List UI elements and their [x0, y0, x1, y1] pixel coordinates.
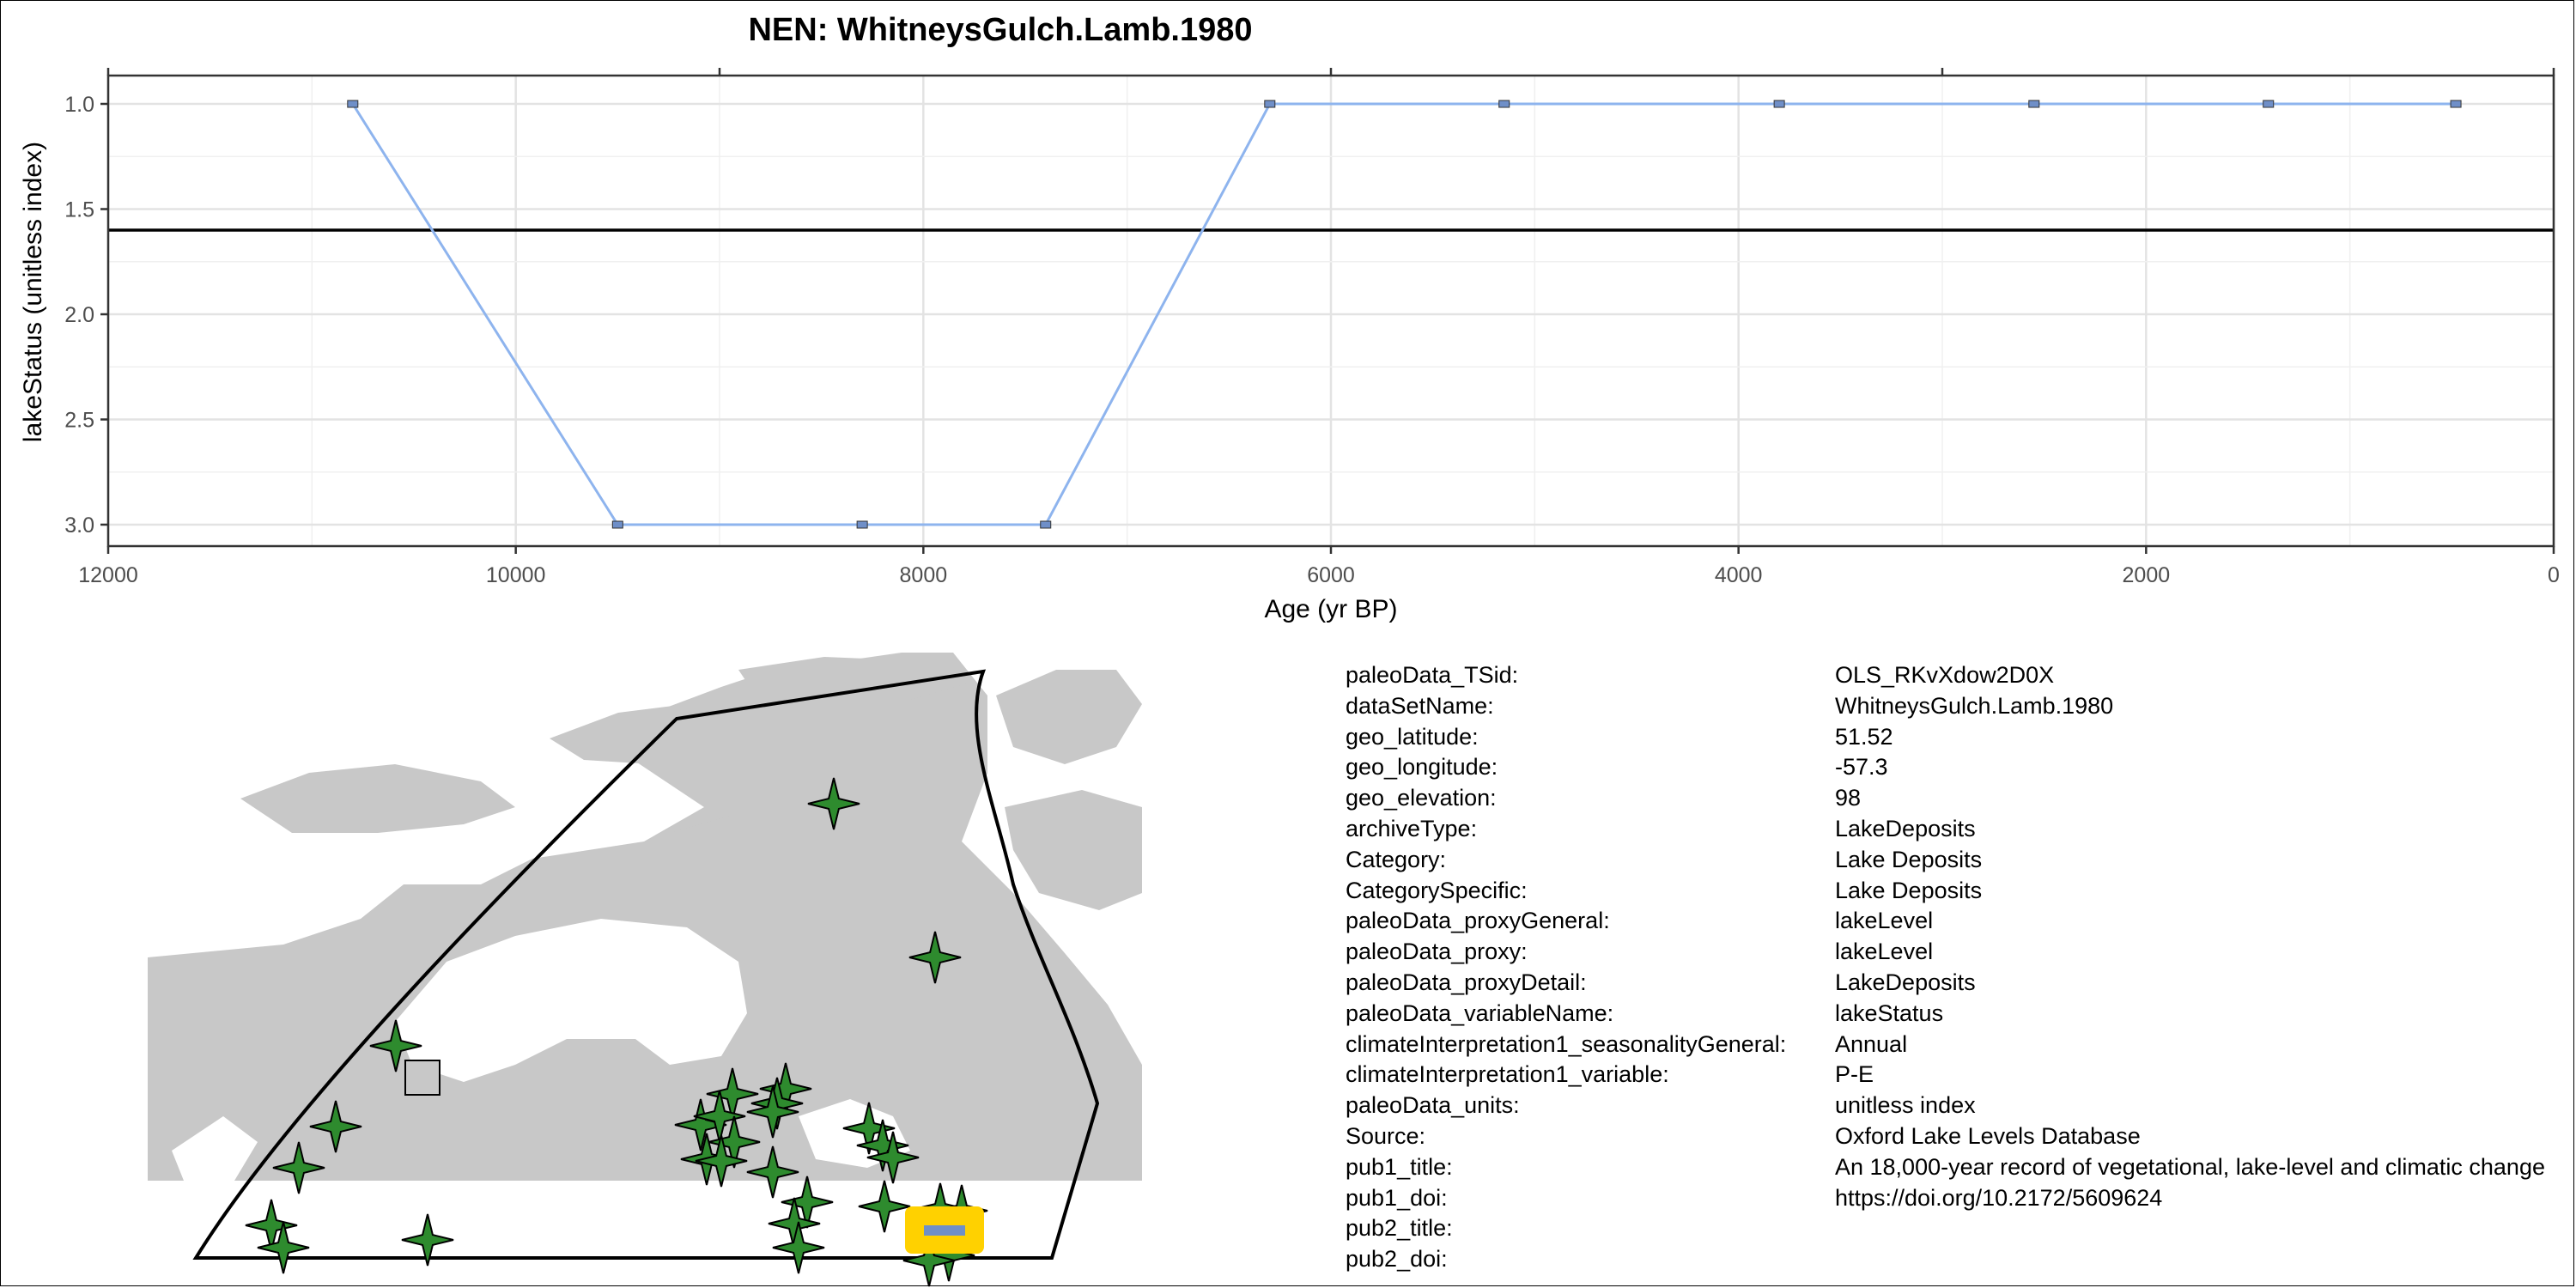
metadata-key: pub1_doi:: [1346, 1184, 1448, 1211]
metadata-value: unitless index: [1835, 1092, 1976, 1119]
data-point: [856, 520, 868, 529]
metadata-value: lakeStatus: [1835, 999, 1944, 1026]
metadata-value: 98: [1835, 785, 1862, 811]
y-tick-label: 2.5: [64, 409, 94, 433]
metadata-key: pub2_doi:: [1346, 1246, 1448, 1273]
site-star-marker: [772, 1221, 825, 1274]
metadata-key: geo_latitude:: [1346, 723, 1479, 750]
metadata-key: pub2_title:: [1346, 1215, 1453, 1242]
metadata-value: An 18,000-year record of vegetational, l…: [1835, 1153, 2545, 1180]
site-star-marker: [746, 1085, 799, 1139]
site-star-marker: [902, 1234, 956, 1287]
data-point: [1040, 520, 1052, 529]
site-star-marker: [807, 777, 860, 830]
site-star-marker: [866, 1131, 920, 1184]
y-tick-label: 1.0: [64, 93, 94, 117]
metadata-value: Annual: [1835, 1030, 1908, 1057]
data-point: [1773, 100, 1785, 108]
site-star-marker: [401, 1213, 454, 1267]
site-star-marker: [858, 1180, 911, 1233]
metadata-value: lakeLevel: [1835, 908, 1934, 934]
metadata-value: Lake Deposits: [1835, 846, 1983, 872]
metadata-key: paleoData_proxy:: [1346, 939, 1528, 965]
x-tick-label: 8000: [900, 563, 948, 587]
x-axis-label: Age (yr BP): [1264, 595, 1397, 623]
metadata-key: pub1_title:: [1346, 1153, 1453, 1180]
site-map: [148, 653, 1142, 1287]
metadata-key: climateInterpretation1_variable:: [1346, 1061, 1669, 1088]
metadata-value: OLS_RKvXdow2D0X: [1835, 662, 2055, 688]
axes: 12000 10000 8000 6000 4000 2000 0 1.0 1.5 2.0 2.5 3…: [64, 68, 2560, 587]
metadata-key: climateInterpretation1_seasonalityGenera…: [1346, 1030, 1787, 1057]
metadata-key: paleoData_variableName:: [1346, 999, 1614, 1026]
data-point: [2028, 100, 2040, 108]
metadata-value: WhitneysGulch.Lamb.1980: [1835, 692, 2114, 719]
data-point: [347, 100, 359, 108]
metadata-value: LakeDeposits: [1835, 969, 1976, 995]
line-chart: 12000 10000 8000 6000 4000 2000 0 1.0 1.5 2.0 2.5 3…: [19, 68, 2560, 623]
metadata-key: paleoData_units:: [1346, 1092, 1520, 1119]
x-tick-label: 6000: [1307, 563, 1355, 587]
data-point: [1498, 100, 1510, 108]
x-tick-label: 2000: [2123, 563, 2171, 587]
chart-title: NEN: WhitneysGulch.Lamb.1980: [748, 12, 1253, 48]
region-boundary: [192, 669, 1100, 1260]
x-tick-label: 0: [2548, 563, 2560, 587]
land-masses: [148, 653, 1142, 1181]
grid: [106, 76, 2555, 546]
metadata-key: dataSetName:: [1346, 692, 1494, 719]
metadata-value: -57.3: [1835, 754, 1888, 781]
site-star-marker: [309, 1100, 362, 1153]
y-tick-label: 1.5: [64, 198, 94, 222]
data-point: [611, 520, 623, 529]
metadata-key: geo_elevation:: [1346, 785, 1497, 811]
metadata-value: Lake Deposits: [1835, 877, 1983, 903]
site-star-marker: [695, 1134, 748, 1188]
metadata-value: Oxford Lake Levels Database: [1835, 1123, 2141, 1149]
x-tick-label: 4000: [1715, 563, 1763, 587]
metadata-key: archiveType:: [1346, 816, 1478, 841]
metadata-key: CategorySpecific:: [1346, 877, 1528, 903]
y-tick-label: 3.0: [64, 513, 94, 538]
series-line: [351, 102, 2457, 526]
data-point: [1264, 100, 1276, 108]
metadata-key: paleoData_TSid:: [1346, 662, 1519, 688]
y-axis-label: lakeStatus (unitless index): [19, 142, 47, 442]
data-point: [2263, 100, 2275, 108]
metadata-key: Category:: [1346, 846, 1447, 872]
y-tick-label: 2.0: [64, 303, 94, 327]
water-bays: [172, 919, 910, 1194]
metadata-value: 51.52: [1835, 723, 1893, 750]
x-tick-label: 10000: [486, 563, 546, 587]
site-star-marker: [272, 1141, 325, 1194]
metadata-key: Source:: [1346, 1123, 1426, 1149]
data-series: [347, 100, 2462, 529]
metadata-value: P-E: [1835, 1061, 1874, 1088]
data-point: [2450, 100, 2462, 108]
highlighted-site-bar: [924, 1225, 965, 1236]
site-star-marker: [369, 1019, 422, 1072]
metadata-value: LakeDeposits: [1835, 816, 1976, 841]
site-star-marker: [746, 1145, 799, 1199]
metadata-key: geo_longitude:: [1346, 754, 1498, 781]
metadata-key: paleoData_proxyDetail:: [1346, 969, 1587, 995]
site-star-marker: [908, 931, 962, 984]
metadata-value: lakeLevel: [1835, 939, 1934, 965]
metadata-value: https://doi.org/10.2172/5609624: [1835, 1184, 2163, 1211]
metadata-table: paleoData_TSid: OLS_RKvXdow2D0X dataSetNam…: [1346, 659, 2576, 1286]
site-star-marker: [257, 1221, 310, 1274]
x-tick-label: 12000: [78, 563, 138, 587]
grid-cell-marker: [404, 1060, 440, 1096]
metadata-key: paleoData_proxyGeneral:: [1346, 908, 1610, 934]
